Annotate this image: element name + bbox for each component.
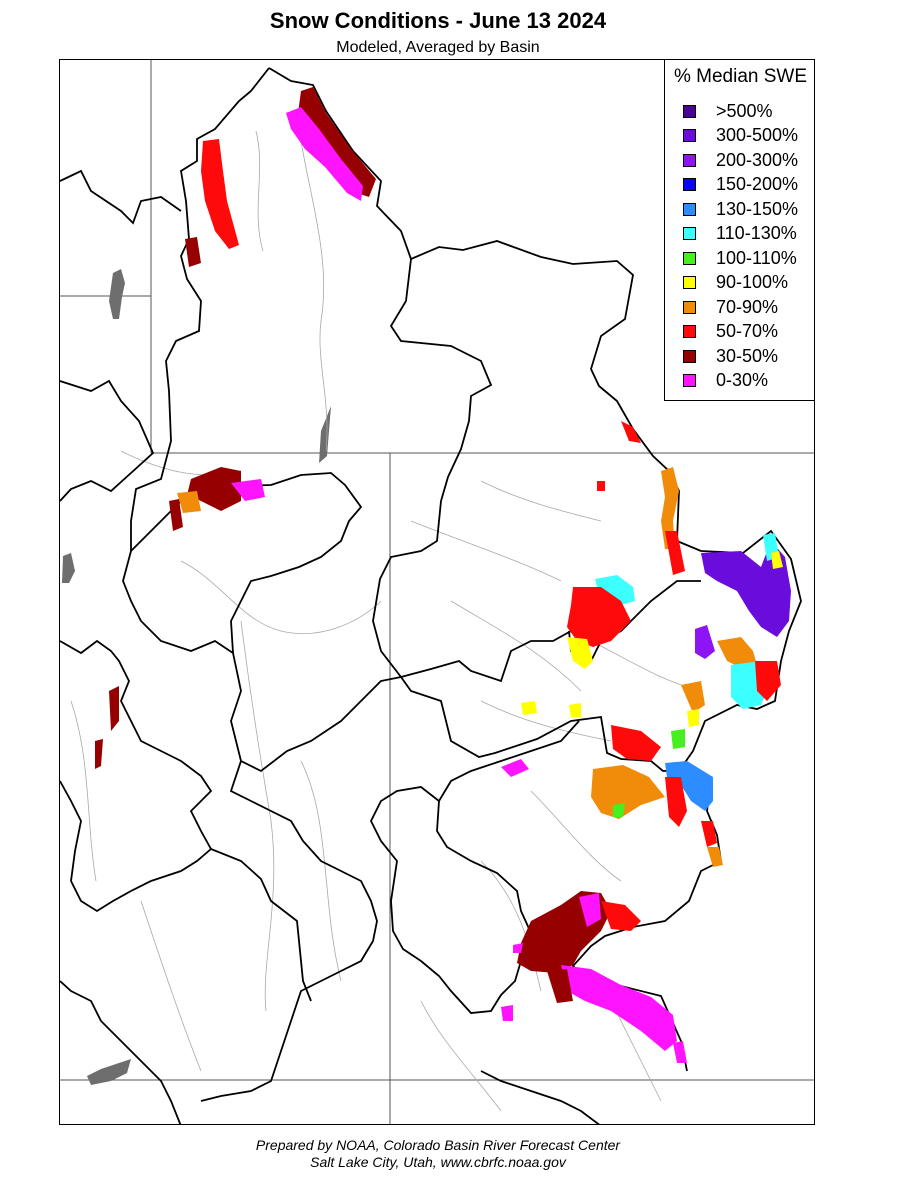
legend-swatch (683, 300, 696, 314)
basin-map-svg (60, 60, 814, 1124)
legend-label: 110-130% (716, 223, 797, 243)
state-boundaries (60, 60, 814, 1124)
legend-label: 70-90% (716, 296, 779, 317)
legend-item: 0-30% (683, 370, 769, 391)
legend-label: 0-30% (716, 370, 769, 390)
legend-item: 300-500% (683, 125, 799, 146)
legend-item: 30-50% (683, 346, 778, 366)
legend-item: 70-90% (683, 297, 778, 317)
legend-item: 100-110% (683, 248, 797, 268)
legend-label: 100-110% (716, 247, 797, 268)
legend-item: 150-200% (683, 174, 799, 195)
legend-swatch (683, 251, 696, 265)
legend-label: 30-50% (716, 345, 779, 366)
legend-swatch (683, 276, 696, 289)
legend-swatch (683, 104, 696, 118)
legend-label: 130-150% (716, 198, 799, 219)
map-title: Snow Conditions - June 13 2024 (269, 8, 607, 33)
legend-swatch (683, 202, 696, 216)
lakes (62, 269, 331, 1085)
credit-line-2: Salt Lake City, Utah, www.cbrfc.noaa.gov (310, 1154, 566, 1170)
legend-swatch (683, 227, 696, 240)
legend-swatch (683, 178, 696, 191)
legend-item: >500% (683, 101, 773, 121)
legend-item: 130-150% (683, 199, 798, 219)
legend-label: 50-70% (716, 321, 779, 341)
credit-line-1: Prepared by NOAA, Colorado Basin River F… (255, 1137, 621, 1153)
legend-item: 200-300% (683, 150, 798, 170)
legend-swatch (683, 374, 696, 387)
legend-swatch (683, 153, 696, 167)
legend-label: 150-200% (716, 174, 799, 194)
legend-item: 110-130% (683, 223, 797, 244)
legend-title: % Median SWE (673, 66, 808, 87)
legend-label: 90-100% (716, 272, 789, 292)
legend-label: >500% (716, 100, 773, 121)
map-legend: % Median SWE >500% 300-500% 200-300% 150-20… (664, 59, 815, 401)
legend-swatch (683, 349, 696, 363)
legend-swatch (683, 325, 696, 338)
snow-patches (95, 87, 791, 1063)
legend-label: 300-500% (716, 125, 799, 145)
legend-item: 50-70% (683, 321, 779, 342)
map-subtitle: Modeled, Averaged by Basin (336, 39, 540, 56)
legend-item: 90-100% (683, 272, 789, 293)
map-credits: Prepared by NOAA, Colorado Basin River F… (0, 1137, 876, 1171)
legend-swatch (683, 129, 696, 142)
legend-label: 200-300% (716, 149, 799, 170)
